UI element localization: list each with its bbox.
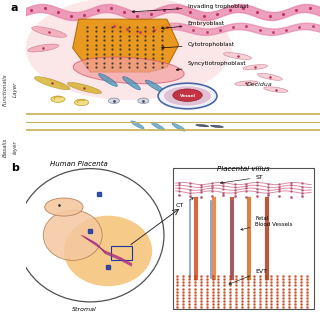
Ellipse shape: [151, 123, 165, 130]
Ellipse shape: [64, 216, 152, 286]
Text: layer: layer: [13, 140, 18, 154]
Text: Stromal: Stromal: [72, 307, 97, 312]
Text: Embryoblast: Embryoblast: [162, 21, 225, 29]
Text: a: a: [11, 3, 18, 13]
Text: Cytotrophoblast: Cytotrophoblast: [162, 42, 235, 49]
Text: b: b: [11, 163, 19, 173]
Ellipse shape: [158, 83, 217, 109]
Text: ST: ST: [220, 175, 263, 184]
Ellipse shape: [258, 73, 282, 80]
Ellipse shape: [235, 81, 258, 85]
Ellipse shape: [73, 57, 184, 84]
Ellipse shape: [145, 80, 165, 93]
Text: Placental villus: Placental villus: [217, 166, 270, 172]
Text: Vessel: Vessel: [180, 94, 196, 98]
Ellipse shape: [223, 52, 252, 60]
Ellipse shape: [264, 87, 288, 92]
Ellipse shape: [196, 124, 209, 127]
Text: CT: CT: [176, 198, 193, 208]
Ellipse shape: [28, 44, 59, 52]
Text: Decidua: Decidua: [246, 82, 272, 87]
Ellipse shape: [32, 27, 67, 37]
Ellipse shape: [243, 65, 268, 70]
Text: Basalis: Basalis: [3, 138, 8, 157]
Ellipse shape: [164, 86, 211, 106]
Ellipse shape: [51, 96, 65, 102]
Bar: [111, 246, 132, 260]
Text: Human Placenta: Human Placenta: [50, 161, 108, 167]
Ellipse shape: [26, 0, 232, 100]
Ellipse shape: [45, 198, 83, 216]
Ellipse shape: [172, 123, 185, 131]
Ellipse shape: [34, 77, 70, 90]
Ellipse shape: [211, 125, 223, 128]
Ellipse shape: [173, 89, 202, 101]
Text: Functionalis: Functionalis: [3, 73, 8, 106]
Ellipse shape: [43, 210, 102, 260]
Ellipse shape: [108, 98, 119, 104]
Text: Invading trophoblast: Invading trophoblast: [132, 4, 248, 13]
Ellipse shape: [17, 169, 164, 302]
Text: Fetal
Blood Vessels: Fetal Blood Vessels: [241, 216, 292, 230]
Polygon shape: [73, 19, 179, 72]
Text: Syncytiotrophoblast: Syncytiotrophoblast: [176, 61, 246, 71]
Text: EVT: EVT: [229, 269, 267, 284]
Ellipse shape: [138, 98, 149, 104]
Ellipse shape: [131, 121, 144, 129]
Ellipse shape: [99, 74, 117, 86]
Text: Layer: Layer: [13, 82, 18, 97]
Ellipse shape: [75, 99, 89, 106]
Bar: [173, 168, 314, 309]
Ellipse shape: [123, 76, 140, 90]
Ellipse shape: [68, 83, 101, 93]
